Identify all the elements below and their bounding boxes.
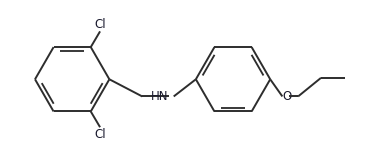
- Text: Cl: Cl: [94, 18, 106, 31]
- Text: O: O: [282, 90, 291, 103]
- Text: Cl: Cl: [94, 128, 106, 141]
- Text: HN: HN: [152, 90, 169, 103]
